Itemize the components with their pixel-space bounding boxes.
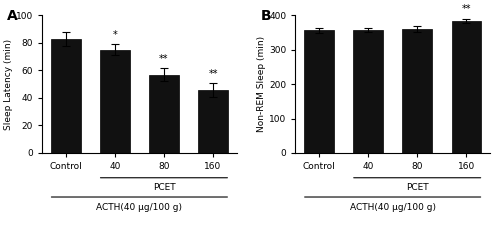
- Text: ACTH(40 μg/100 g): ACTH(40 μg/100 g): [350, 202, 436, 211]
- Text: **: **: [461, 4, 471, 14]
- Text: B: B: [260, 9, 271, 22]
- Text: **: **: [159, 54, 168, 64]
- Bar: [100, 50, 129, 153]
- Bar: [304, 30, 334, 153]
- Text: ACTH(40 μg/100 g): ACTH(40 μg/100 g): [96, 202, 182, 211]
- Text: A: A: [7, 9, 18, 22]
- Bar: [198, 90, 228, 153]
- Bar: [452, 21, 481, 153]
- Text: *: *: [113, 30, 117, 40]
- Bar: [51, 39, 81, 153]
- Y-axis label: Non-REM Sleep (min): Non-REM Sleep (min): [257, 36, 266, 132]
- Bar: [403, 29, 432, 153]
- Y-axis label: Sleep Latency (min): Sleep Latency (min): [4, 39, 13, 130]
- Bar: [149, 75, 179, 153]
- Text: PCET: PCET: [153, 183, 175, 192]
- Text: PCET: PCET: [406, 183, 428, 192]
- Bar: [353, 30, 383, 153]
- Text: **: **: [208, 69, 218, 79]
